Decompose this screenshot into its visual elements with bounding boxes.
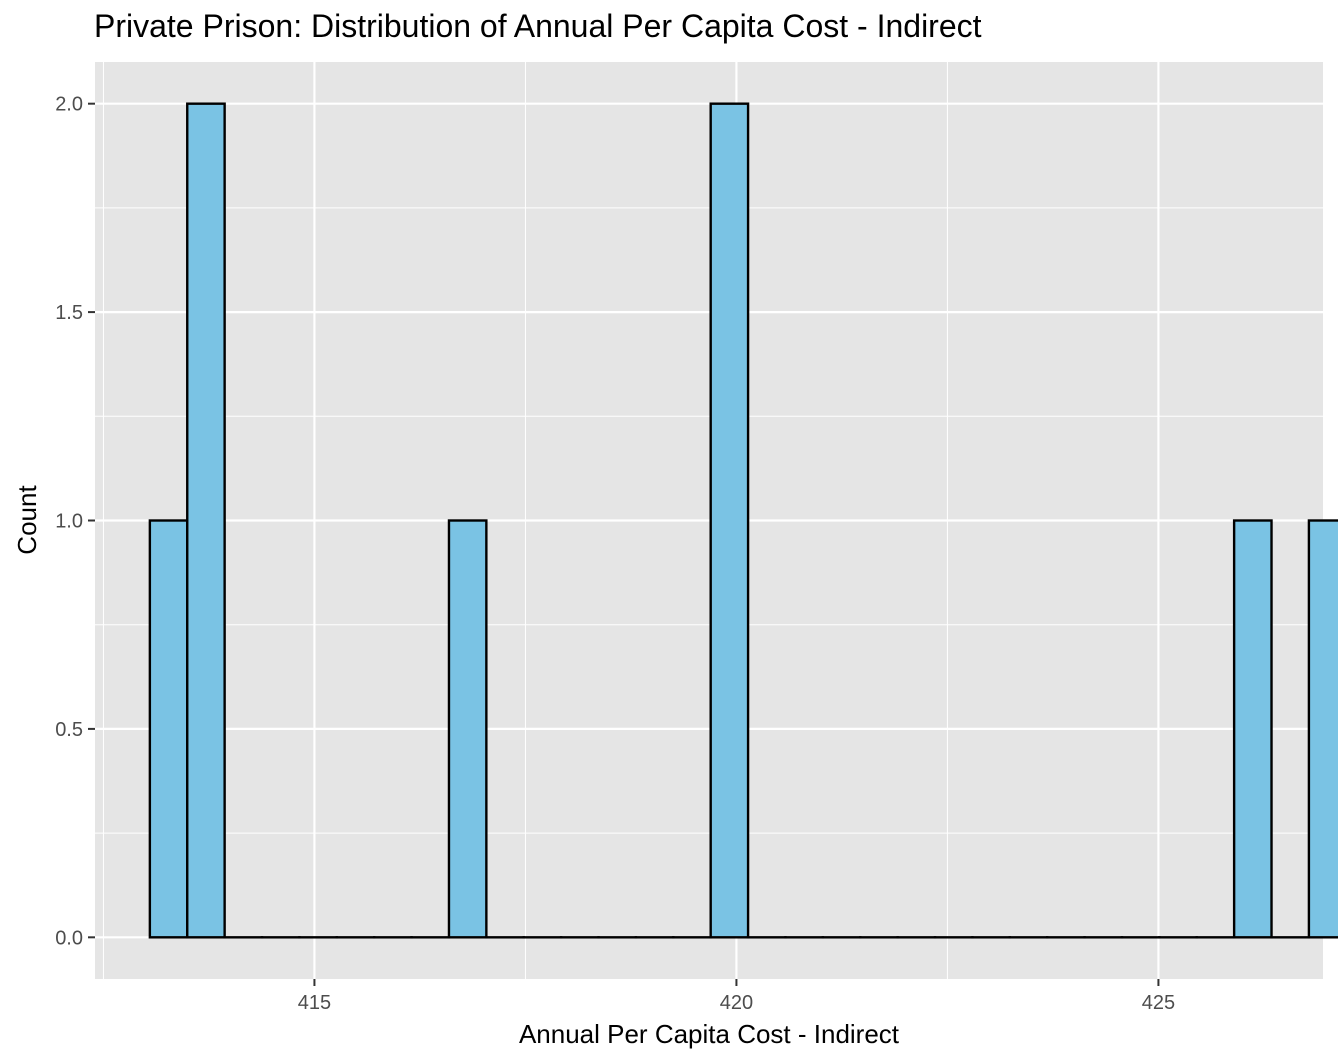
y-axis-label: Count bbox=[12, 485, 42, 555]
y-tick-label: 0.5 bbox=[55, 719, 83, 741]
histogram-bars bbox=[148, 102, 1338, 939]
x-tick-label: 415 bbox=[298, 992, 331, 1014]
histogram-bar bbox=[447, 519, 488, 939]
x-tick-label: 425 bbox=[1142, 992, 1175, 1014]
x-axis: 415 420 425 bbox=[298, 979, 1175, 1014]
y-tick-label: 0.0 bbox=[55, 927, 83, 949]
x-axis-label: Annual Per Capita Cost - Indirect bbox=[519, 1019, 900, 1049]
histogram-bar bbox=[186, 102, 226, 939]
histogram-bar bbox=[1232, 519, 1273, 939]
chart-title: Private Prison: Distribution of Annual P… bbox=[94, 8, 982, 44]
y-tick-label: 1.0 bbox=[55, 511, 83, 533]
y-tick-label: 1.5 bbox=[55, 302, 83, 324]
histogram-bar bbox=[148, 519, 189, 939]
y-axis: 0.0 0.5 1.0 1.5 2.0 bbox=[55, 94, 95, 949]
y-tick-label: 2.0 bbox=[55, 94, 83, 116]
histogram-bar bbox=[1307, 519, 1338, 939]
histogram-bar bbox=[709, 102, 750, 939]
x-tick-label: 420 bbox=[720, 992, 753, 1014]
